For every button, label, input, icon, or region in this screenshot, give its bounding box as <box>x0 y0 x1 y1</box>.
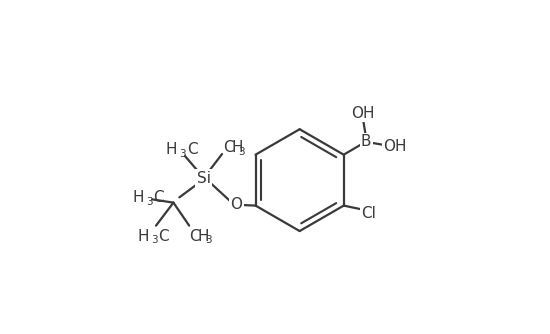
Text: OH: OH <box>351 106 375 121</box>
Text: H: H <box>133 190 144 205</box>
Text: 3: 3 <box>146 197 152 207</box>
Text: H: H <box>166 142 178 157</box>
Text: 3: 3 <box>205 235 212 245</box>
Text: 3: 3 <box>151 235 158 245</box>
Text: 3: 3 <box>179 149 186 159</box>
Text: B: B <box>361 134 371 149</box>
Text: C: C <box>153 190 163 205</box>
Text: Cl: Cl <box>361 206 376 221</box>
Text: Si: Si <box>197 170 211 185</box>
Text: OH: OH <box>383 139 406 154</box>
Text: C: C <box>187 142 198 157</box>
Text: H: H <box>231 140 243 155</box>
Text: C: C <box>189 229 200 243</box>
Text: H: H <box>138 229 150 243</box>
Text: 3: 3 <box>239 147 245 157</box>
Text: C: C <box>158 229 169 243</box>
Text: C: C <box>223 140 233 155</box>
Text: O: O <box>230 197 243 212</box>
Text: H: H <box>198 229 209 243</box>
